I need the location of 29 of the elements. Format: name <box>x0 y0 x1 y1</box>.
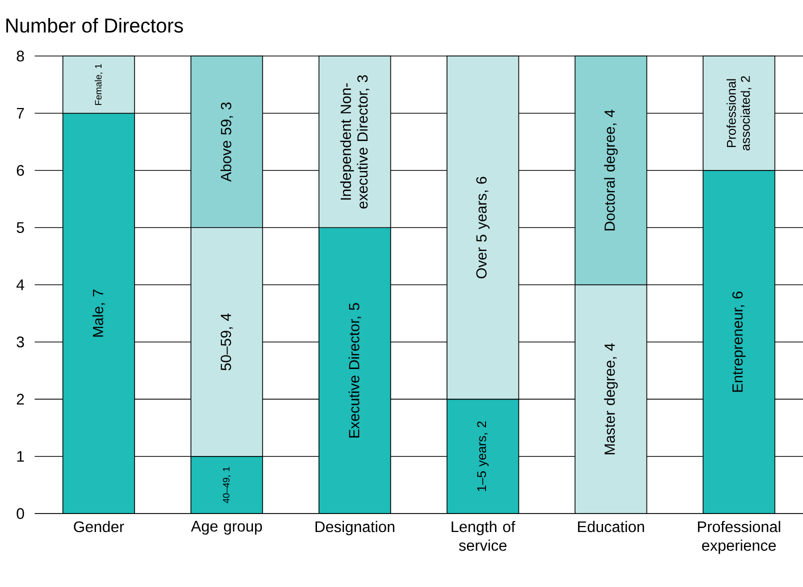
data-label: Independent Non-executive Director, 3 <box>340 75 370 209</box>
x-tick-label: Professional experience <box>698 520 780 554</box>
x-tick-label: Designation <box>316 520 394 536</box>
x-tick-label: Education <box>578 520 644 532</box>
y-tick-label: 2 <box>16 394 24 405</box>
data-label: Professional associated, 2 <box>726 76 752 150</box>
data-label: 40–49, 1 <box>222 467 231 504</box>
data-label: Male, 7 <box>92 290 105 337</box>
data-label: 1–5 years, 2 <box>477 421 489 492</box>
x-tick-label: Gender <box>74 520 124 532</box>
y-tick-label: 6 <box>16 165 24 176</box>
y-tick-label: 0 <box>16 508 24 520</box>
x-tick-label: Length of service <box>452 520 516 551</box>
y-tick-label: 4 <box>16 280 24 290</box>
x-tick-label: Age group <box>190 520 262 535</box>
y-tick-label: 1 <box>17 451 24 462</box>
y-tick-label: 7 <box>16 108 24 119</box>
data-label: Doctoral degree, 4 <box>604 110 618 230</box>
data-label: Above 59, 3 <box>220 102 234 182</box>
y-tick-label: 3 <box>16 336 24 348</box>
data-label: Executive Director, 5 <box>348 303 362 438</box>
y-tick-label: 5 <box>16 222 24 233</box>
data-label: 50–59, 4 <box>220 314 233 370</box>
data-label: Female, 1 <box>94 64 103 105</box>
chart-title: Number of Directors <box>6 18 183 33</box>
data-label: Over 5 years, 6 <box>476 176 490 278</box>
data-label: Entrepreneur, 6 <box>732 292 746 392</box>
data-label: Master degree, 4 <box>604 343 618 454</box>
y-tick-label: 8 <box>16 50 24 62</box>
